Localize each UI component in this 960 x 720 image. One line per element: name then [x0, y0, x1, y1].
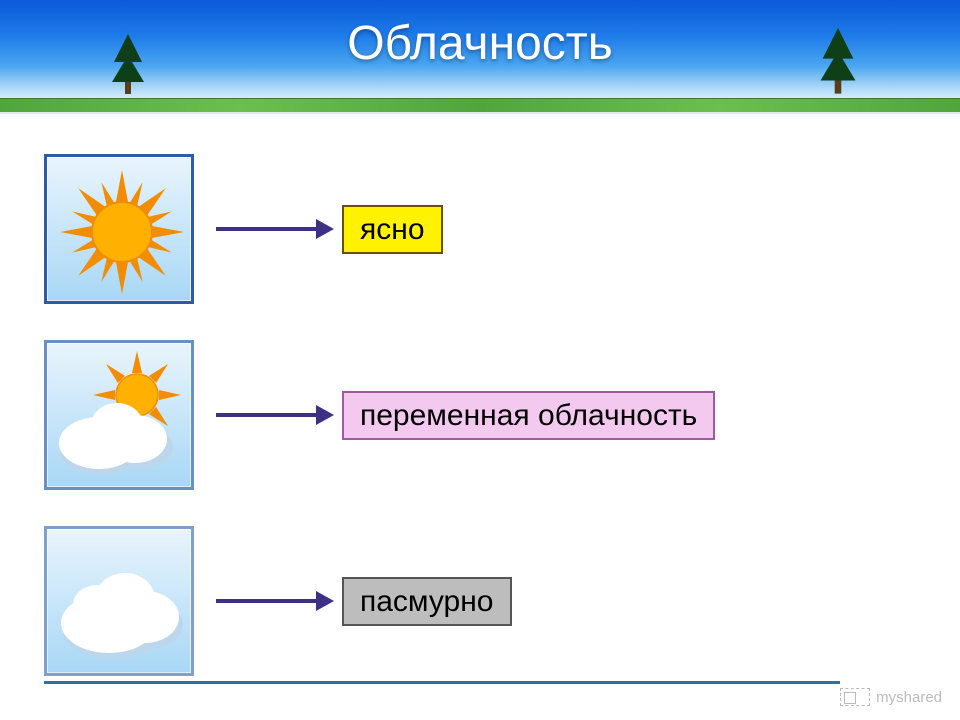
arrow-icon	[216, 405, 334, 425]
arrow-icon	[216, 591, 334, 611]
sun-icon	[47, 157, 197, 307]
content: ясно	[0, 130, 960, 712]
cloud-icon	[47, 529, 197, 679]
icon-sun	[44, 154, 194, 304]
header-sky: Облачность	[0, 0, 960, 120]
sun-cloud-icon	[47, 343, 197, 493]
row-partly: переменная облачность	[44, 340, 960, 490]
row-clear: ясно	[44, 154, 960, 304]
watermark-text: myshared	[876, 689, 942, 706]
slide: Облачность	[0, 0, 960, 720]
ground-band	[0, 98, 960, 112]
row-overcast: пасмурно	[44, 526, 960, 676]
label-overcast: пасмурно	[342, 577, 512, 626]
label-partly: переменная облачность	[342, 391, 715, 440]
icon-sun-cloud	[44, 340, 194, 490]
arrow-icon	[216, 219, 334, 239]
icon-cloud	[44, 526, 194, 676]
page-title: Облачность	[0, 16, 960, 71]
label-clear: ясно	[342, 205, 443, 254]
footer-divider	[44, 681, 840, 684]
watermark-icon	[840, 688, 870, 706]
watermark: myshared	[840, 688, 942, 706]
